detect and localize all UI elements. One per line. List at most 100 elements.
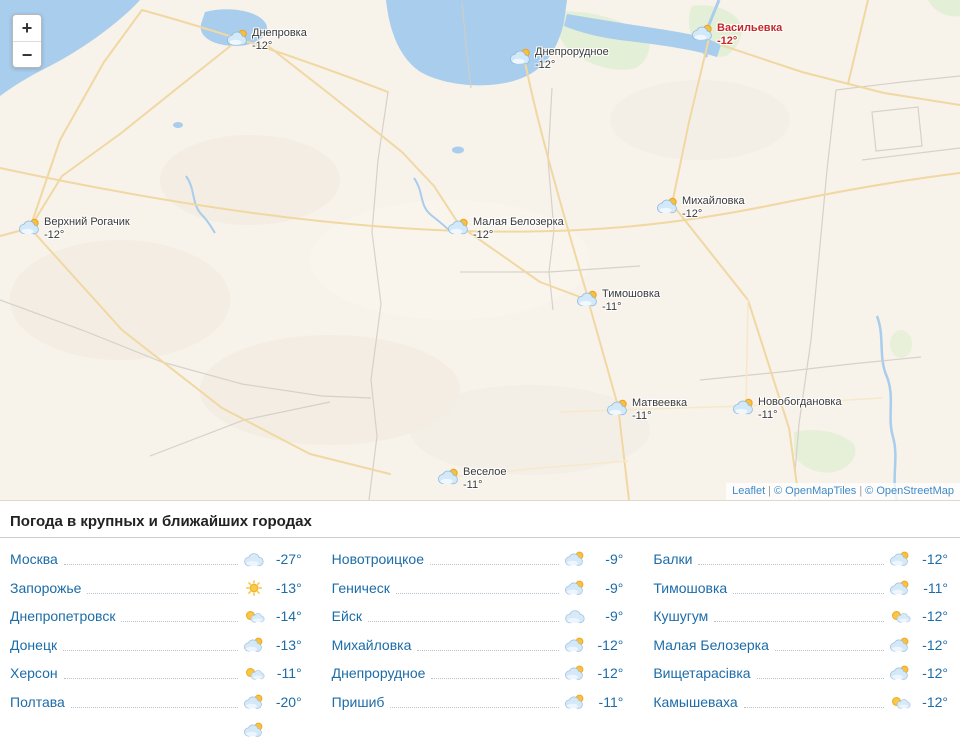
city-row: Донецк -13° <box>10 631 302 660</box>
cities-weather-section: Погода в крупных и ближайших городах Мос… <box>0 501 960 745</box>
city-temperature: -12° <box>922 608 948 625</box>
city-temperature: -11° <box>923 579 948 596</box>
partly-icon <box>564 551 586 567</box>
leaflet-link[interactable]: Leaflet <box>732 485 766 497</box>
cities-column-3: Балки -12° Тимошовка -11° Кушугум -12° Малая Б… <box>653 545 948 745</box>
section-header: Погода в крупных и ближайших городах <box>0 501 960 538</box>
partly-cloudy-icon <box>447 218 471 236</box>
city-link[interactable]: Днепрорудное <box>331 665 426 682</box>
city-temperature: -27° <box>275 551 302 568</box>
city-link[interactable]: Днепропетровск <box>10 608 116 625</box>
city-link[interactable]: Донецк <box>10 636 58 653</box>
city-link[interactable]: Херсон <box>10 665 58 682</box>
partly-cloudy-icon <box>606 399 630 417</box>
city-link[interactable]: Геническ <box>331 579 390 596</box>
marker-temperature: -12° <box>682 208 703 220</box>
city-link[interactable]: Запорожье <box>10 579 82 596</box>
sun-cloud-icon <box>243 608 265 624</box>
dotted-leader <box>743 706 884 708</box>
marker-city-name: Михайловка <box>682 195 745 207</box>
city-link[interactable]: Москва <box>10 551 58 568</box>
openmaptiles-link[interactable]: © OpenMapTiles <box>774 485 857 497</box>
city-link[interactable]: Вищетарасівка <box>653 665 751 682</box>
city-row: Вищетарасівка -12° <box>653 659 948 688</box>
marker-temperature: -11° <box>463 479 483 491</box>
partly-icon <box>243 694 265 710</box>
marker-city-name: Верхний Рогачик <box>44 216 130 228</box>
marker-temperature: -12° <box>252 40 273 52</box>
dotted-leader <box>417 649 560 651</box>
city-link[interactable]: Балки <box>653 551 693 568</box>
city-link[interactable]: Михайловка <box>331 636 412 653</box>
partly-cloudy-icon <box>691 24 715 42</box>
dotted-leader <box>733 592 884 594</box>
city-row: Тимошовка -11° <box>653 574 948 603</box>
dotted-leader <box>16 735 238 736</box>
dotted-leader <box>431 677 560 680</box>
marker-city-name: Малая Белозерка <box>473 216 564 228</box>
city-link[interactable]: Пришиб <box>331 693 385 710</box>
city-row: Михайловка -12° <box>332 631 624 660</box>
city-temperature: -14° <box>275 608 302 625</box>
city-link[interactable]: Малая Белозерка <box>653 636 769 653</box>
city-temperature: -12° <box>922 551 948 568</box>
sun-cloud-icon <box>889 608 911 624</box>
dotted-leader <box>756 677 884 680</box>
openstreetmap-link[interactable]: © OpenStreetMap <box>865 485 954 497</box>
city-row: Геническ -9° <box>332 574 624 603</box>
marker-temperature: -11° <box>602 301 622 313</box>
partly-icon <box>889 637 911 653</box>
city-row: Малая Белозерка -12° <box>653 631 948 660</box>
city-temperature: -9° <box>605 608 624 625</box>
marker-city-name: Днепровка <box>252 27 307 39</box>
city-row: Пришиб -11° <box>332 688 624 717</box>
dotted-leader <box>367 620 560 623</box>
dotted-leader <box>63 649 238 651</box>
city-temperature: -11° <box>598 693 624 710</box>
sunny-icon <box>243 579 265 596</box>
city-link[interactable]: Кушугум <box>653 608 709 625</box>
marker-temperature: -12° <box>535 59 556 71</box>
marker-city-name: Веселое <box>463 466 507 478</box>
cities-column-1: Москва -27° Запорожье -13° Днепропетровск -14… <box>10 545 302 745</box>
city-temperature: -9° <box>605 579 624 596</box>
zoom-out-button[interactable]: − <box>13 41 41 67</box>
dotted-leader <box>698 563 884 566</box>
sun-cloud-icon <box>889 694 911 710</box>
dotted-leader <box>121 620 238 623</box>
city-row: Балки -12° <box>653 545 948 574</box>
cities-columns: Москва -27° Запорожье -13° Днепропетровск -14… <box>0 538 960 745</box>
city-link[interactable]: Тимошовка <box>653 579 728 596</box>
city-row: Камышеваха -12° <box>653 688 948 717</box>
marker-temperature: -11° <box>632 410 652 422</box>
map-tiles <box>0 0 960 500</box>
city-link[interactable]: Камышеваха <box>653 693 738 710</box>
city-link[interactable]: Новотроицкое <box>331 551 425 568</box>
dotted-leader <box>774 649 884 651</box>
partly-cloudy-icon <box>18 218 42 236</box>
zoom-in-button[interactable]: + <box>13 15 41 41</box>
city-temperature: -13° <box>275 636 302 653</box>
city-temperature: -11° <box>276 665 302 682</box>
city-row: Днепропетровск -14° <box>10 602 302 631</box>
city-link[interactable]: Полтава <box>10 693 65 710</box>
dotted-leader <box>395 592 560 594</box>
partly-cloudy-icon <box>226 29 250 47</box>
partly-icon <box>889 580 911 596</box>
cities-column-2: Новотроицкое -9° Геническ -9° Ейск -9° Михайло… <box>332 545 624 745</box>
city-link[interactable]: Ейск <box>331 608 362 625</box>
marker-city-name: Матвеевка <box>632 397 688 409</box>
partly-icon <box>564 694 586 710</box>
city-row: Херсон -11° <box>10 659 302 688</box>
partly-icon <box>564 580 586 596</box>
partly-cloudy-icon <box>509 48 533 66</box>
city-row: Новотроицкое -9° <box>332 545 624 574</box>
dotted-leader <box>63 563 238 566</box>
city-row: Ейск -9° <box>332 602 624 631</box>
city-temperature: -13° <box>275 579 302 596</box>
dotted-leader <box>430 563 560 566</box>
city-temperature: -12° <box>922 665 948 682</box>
marker-city-name: Днепрорудное <box>535 46 609 58</box>
cloudy-icon <box>243 551 265 567</box>
weather-map[interactable]: + − Днепровка -12° Васильевка -12° Днепроруд… <box>0 0 960 501</box>
